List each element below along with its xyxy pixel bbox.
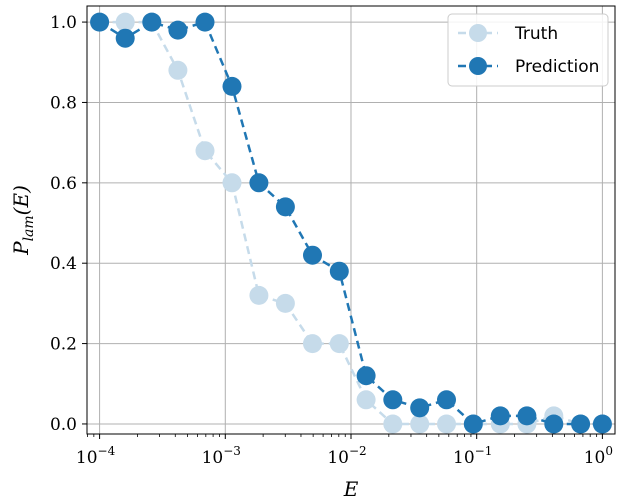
y-tick-label: 0.4 bbox=[50, 254, 77, 274]
x-tick-label: 10−1 bbox=[453, 444, 492, 468]
data-point-truth bbox=[275, 293, 295, 313]
x-tick-label: 100 bbox=[584, 444, 613, 468]
x-tick-label: 10−4 bbox=[76, 444, 116, 468]
data-point-prediction bbox=[222, 76, 242, 96]
series-layer bbox=[90, 12, 612, 434]
ticks bbox=[82, 21, 603, 439]
legend-prediction-marker bbox=[469, 57, 487, 75]
data-point-truth bbox=[195, 141, 215, 161]
data-point-prediction bbox=[329, 261, 349, 281]
data-point-prediction bbox=[410, 398, 430, 418]
data-point-prediction bbox=[592, 414, 612, 434]
data-point-prediction bbox=[517, 406, 537, 426]
data-point-truth bbox=[329, 334, 349, 354]
data-point-truth bbox=[222, 173, 242, 193]
data-point-prediction bbox=[544, 414, 564, 434]
data-point-prediction bbox=[115, 28, 135, 48]
legend-truth-label: Truth bbox=[514, 24, 558, 44]
data-point-prediction bbox=[490, 406, 510, 426]
x-tick-label: 10−3 bbox=[202, 444, 241, 468]
data-point-prediction bbox=[195, 12, 215, 32]
y-tick-label: 0.8 bbox=[50, 93, 77, 113]
data-point-prediction bbox=[90, 12, 110, 32]
labels: 0.0 0.2 0.4 0.6 0.8 1.0 10−4 10−3 10−2 10−1 100 E Pl… bbox=[9, 13, 613, 499]
data-point-prediction bbox=[383, 390, 403, 410]
data-point-truth bbox=[115, 12, 135, 32]
data-point-truth bbox=[383, 414, 403, 434]
data-point-prediction bbox=[168, 20, 188, 40]
legend-prediction-label: Prediction bbox=[515, 57, 599, 77]
x-tick-label: 10−2 bbox=[327, 444, 366, 468]
legend: Truth Prediction bbox=[447, 13, 609, 87]
data-point-prediction bbox=[275, 197, 295, 217]
data-point-prediction bbox=[463, 414, 483, 434]
data-point-prediction bbox=[142, 12, 162, 32]
data-point-prediction bbox=[303, 245, 322, 265]
y-tick-label: 1.0 bbox=[50, 13, 77, 33]
x-axis-label: E bbox=[343, 477, 359, 499]
data-point-truth bbox=[437, 414, 456, 434]
data-point-truth bbox=[303, 334, 322, 354]
y-tick-label: 0.6 bbox=[50, 174, 77, 194]
data-point-truth bbox=[168, 60, 188, 80]
data-point-prediction bbox=[571, 414, 591, 434]
data-point-truth bbox=[410, 414, 430, 434]
y-tick-label: 0.0 bbox=[50, 415, 77, 435]
y-axis-label: Plam(E) bbox=[9, 185, 37, 256]
data-point-prediction bbox=[356, 366, 376, 386]
y-tick-label: 0.2 bbox=[50, 335, 77, 355]
data-point-prediction bbox=[249, 173, 269, 193]
data-point-prediction bbox=[437, 390, 456, 410]
data-point-truth bbox=[249, 285, 269, 305]
data-point-truth bbox=[356, 390, 376, 410]
legend-truth-marker bbox=[469, 24, 487, 42]
